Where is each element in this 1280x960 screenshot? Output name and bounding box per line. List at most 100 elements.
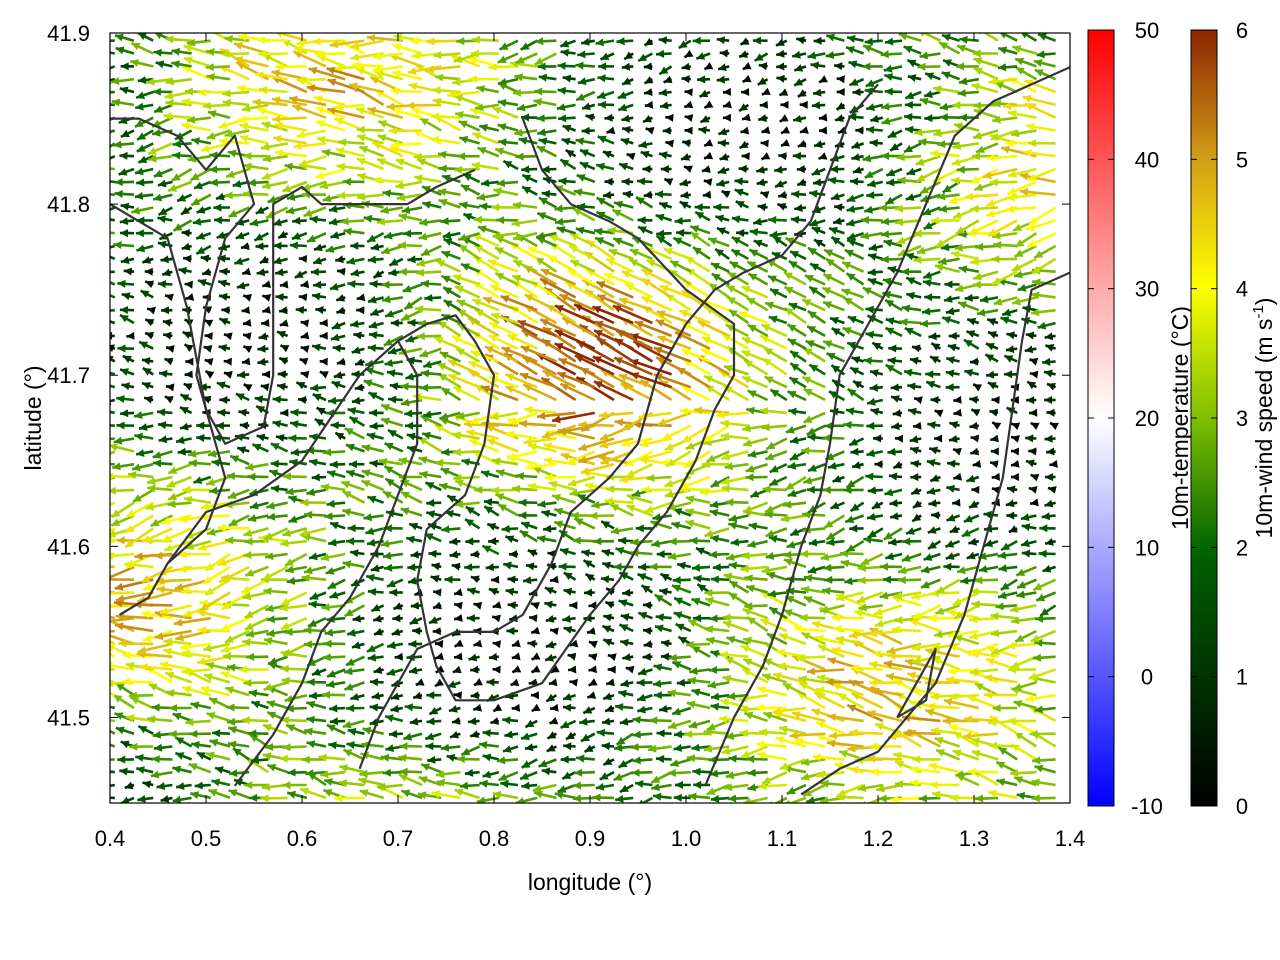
wind-vector-head	[329, 717, 339, 726]
wind-vector-head	[961, 529, 971, 537]
wind-vector-head	[1036, 593, 1046, 602]
wind-vector-head	[163, 647, 172, 656]
wind-vector-head	[468, 717, 477, 726]
wind-vector-head	[479, 741, 488, 749]
wind-vector-head	[952, 597, 962, 605]
wind-vector-head	[173, 618, 183, 627]
wind-vector-head	[118, 639, 127, 648]
wind-vector-head	[344, 667, 353, 676]
wind-vector-head	[885, 672, 895, 681]
wind-vector-head	[249, 734, 259, 743]
wind-vector-head	[651, 775, 661, 783]
wind-vector-head	[377, 782, 386, 791]
wind-vector-head	[408, 576, 417, 585]
wind-vector-head	[435, 652, 444, 661]
wind-vector-head	[200, 502, 210, 511]
wind-vector-head	[878, 794, 887, 803]
wind-vector-head	[175, 737, 185, 745]
wind-vector-head	[632, 715, 641, 724]
wind-vector-head	[652, 679, 662, 688]
wind-vector-head	[885, 552, 895, 561]
wind-vector-head	[114, 712, 124, 720]
wind-vector-head	[284, 628, 293, 636]
wind-vector-head	[399, 767, 408, 776]
wind-vector-head	[99, 252, 108, 259]
wind-vector-head	[820, 605, 829, 614]
wind-vector-head	[615, 703, 624, 711]
wind-vector-shaft	[110, 424, 115, 427]
wind-vector-head	[467, 587, 476, 596]
wind-vector-head	[672, 707, 681, 716]
wind-vector-head	[689, 667, 698, 675]
wind-vector-head	[209, 697, 218, 706]
wind-vector-head	[581, 733, 590, 742]
wind-vector-head	[492, 614, 501, 623]
wind-vector-head	[1045, 538, 1054, 546]
wind-vector-head	[282, 529, 292, 537]
wind-vector-head	[936, 585, 946, 594]
wind-vector-head	[309, 552, 318, 561]
wind-vector-head	[404, 703, 413, 712]
wind-vector-head	[110, 644, 116, 652]
wind-vector-head	[115, 726, 125, 735]
wind-vector-head	[710, 692, 720, 701]
wind-vector-head	[87, 665, 95, 673]
wind-vector-head	[459, 781, 469, 790]
wind-vector-head	[995, 602, 1004, 611]
wind-vector-head	[392, 614, 401, 623]
wind-vector-head	[785, 799, 791, 803]
wind-vector-head	[305, 769, 314, 778]
wind-vector-head	[748, 522, 758, 531]
wind-vector-shaft	[110, 167, 115, 171]
wind-vector-head	[850, 766, 859, 774]
wind-vector-head	[574, 518, 584, 526]
wind-vector-shaft	[110, 743, 116, 748]
wind-vector-head	[909, 779, 919, 787]
wind-vector-head	[409, 616, 419, 625]
wind-vector-head	[245, 569, 255, 577]
wind-vector-head	[835, 593, 845, 602]
wind-vector-head	[304, 510, 313, 519]
wind-vector-head	[93, 228, 101, 236]
wind-vector-head	[603, 692, 613, 701]
wind-vector-head	[672, 661, 682, 669]
wind-vector-head	[521, 781, 530, 790]
wind-vector-head	[98, 421, 106, 429]
wind-vector-head	[602, 717, 611, 726]
wind-vector-head	[413, 691, 422, 700]
wind-vector-head	[390, 692, 400, 701]
wind-vector-head	[110, 679, 114, 688]
wind-vector-head	[1029, 729, 1038, 738]
wind-vector-head	[654, 624, 664, 633]
wind-vector-head	[444, 575, 453, 584]
wind-vector-head	[532, 784, 542, 793]
wind-vector-head	[812, 753, 821, 762]
wind-vector-head	[250, 501, 259, 510]
wind-vector-head	[747, 783, 757, 792]
wind-vector-head	[98, 407, 107, 415]
wind-vector-head	[928, 541, 937, 549]
wind-vector-head	[389, 588, 398, 597]
wind-vector-shaft	[110, 565, 135, 579]
wind-vector-head	[218, 558, 228, 567]
wind-vector-head	[786, 587, 795, 596]
wind-vector-head	[194, 781, 203, 790]
wind-vector-head	[528, 678, 538, 687]
wind-vector-head	[338, 779, 348, 788]
wind-vector-head	[359, 789, 369, 797]
wind-vector-head	[521, 760, 531, 768]
wind-vector-head	[454, 614, 463, 622]
wind-vector-head	[454, 652, 463, 661]
wind-vector-head	[223, 652, 232, 661]
wind-vector-head	[206, 751, 215, 760]
wind-vector-head	[952, 749, 962, 758]
wind-vector-head	[760, 591, 770, 599]
wind-vector-head	[562, 771, 572, 779]
wind-vector-head	[894, 616, 903, 624]
wind-vector-head	[400, 507, 410, 515]
wind-vector-head	[221, 601, 231, 610]
wind-vector-head	[991, 647, 1001, 655]
wind-vector-head	[263, 572, 272, 580]
wind-vector-head	[523, 576, 532, 585]
wind-vector-head	[947, 609, 956, 617]
